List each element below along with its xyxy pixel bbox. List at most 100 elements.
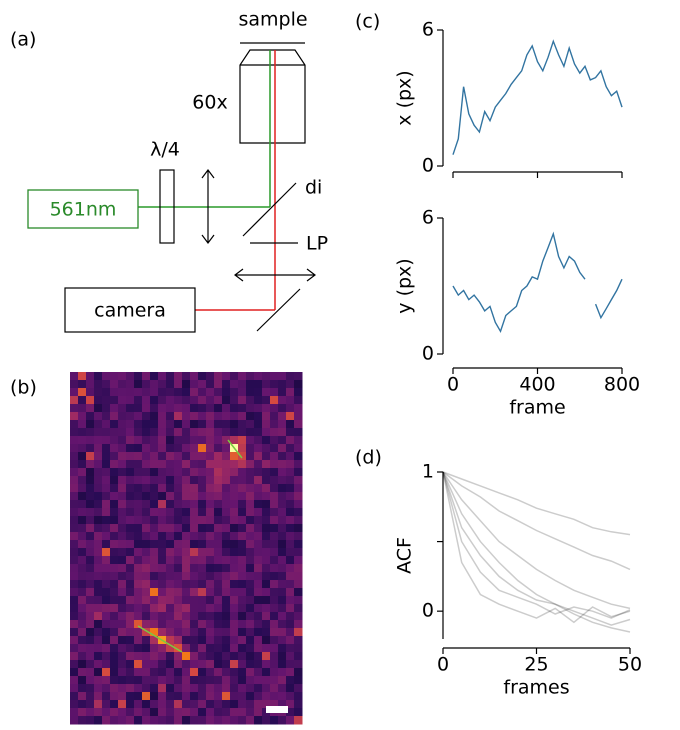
image-pixel [222,628,231,637]
image-pixel [254,404,263,413]
image-pixel [214,468,223,477]
image-pixel [214,612,223,621]
image-pixel [278,460,287,469]
image-pixel [126,596,135,605]
image-pixel [182,404,191,413]
image-pixel [214,420,223,429]
image-pixel [118,596,127,605]
image-pixel [198,388,207,397]
image-pixel [214,412,223,421]
image-pixel [190,412,199,421]
image-pixel [230,532,239,541]
image-pixel [254,596,263,605]
image-pixel [126,604,135,613]
image-pixel [174,388,183,397]
image-pixel [134,412,143,421]
image-pixel [270,476,279,485]
image-pixel [262,604,271,613]
image-pixel [190,652,199,661]
image-pixel [142,508,151,517]
image-pixel [214,572,223,581]
image-pixel [238,596,247,605]
image-pixel [142,644,151,653]
image-pixel [182,444,191,453]
image-pixel [142,620,151,629]
image-pixel [94,692,103,701]
image-pixel [246,716,255,725]
image-pixel [134,580,143,589]
image-pixel [214,492,223,501]
image-pixel [102,604,111,613]
image-pixel [174,516,183,525]
image-pixel [262,620,271,629]
image-pixel [158,372,167,381]
image-pixel [270,508,279,517]
image-pixel [190,372,199,381]
image-pixel [286,660,295,669]
image-pixel [214,452,223,461]
image-pixel [134,420,143,429]
image-pixel [118,572,127,581]
image-pixel [246,436,255,445]
image-pixel [238,692,247,701]
image-pixel [246,404,255,413]
image-pixel [118,428,127,437]
image-pixel [150,508,159,517]
image-pixel [158,500,167,509]
image-pixel [262,660,271,669]
image-pixel [206,644,215,653]
image-pixel [126,716,135,725]
image-pixel [174,492,183,501]
image-pixel [134,716,143,725]
image-pixel [206,692,215,701]
image-pixel [78,676,87,685]
image-pixel [110,612,119,621]
image-pixel [118,676,127,685]
image-pixel [158,652,167,661]
image-pixel [70,468,79,477]
image-pixel [238,404,247,413]
image-pixel [86,460,95,469]
image-pixel [222,676,231,685]
image-pixel [94,580,103,589]
image-pixel [110,628,119,637]
image-pixel [278,652,287,661]
image-pixel [254,628,263,637]
image-pixel [94,716,103,725]
image-pixel [70,428,79,437]
image-pixel [222,396,231,405]
image-pixel [142,540,151,549]
image-pixel [134,500,143,509]
image-pixel [166,644,175,653]
x-tick-label: 0 [437,654,449,676]
image-pixel [102,380,111,389]
image-pixel [222,588,231,597]
image-pixel [102,580,111,589]
image-pixel [238,492,247,501]
image-pixel [142,572,151,581]
image-pixel [206,708,215,717]
image-pixel [86,500,95,509]
image-pixel [246,676,255,685]
image-pixel [86,676,95,685]
image-pixel [118,564,127,573]
image-pixel [214,708,223,717]
image-pixel [262,452,271,461]
image-pixel [70,708,79,717]
image-pixel [206,396,215,405]
image-pixel [270,580,279,589]
image-pixel [70,500,79,509]
image-pixel [70,436,79,445]
image-pixel [158,420,167,429]
image-pixel [182,396,191,405]
image-pixel [214,604,223,613]
image-pixel [246,564,255,573]
image-pixel [70,604,79,613]
image-pixel [142,524,151,533]
image-pixel [270,564,279,573]
image-pixel [198,556,207,565]
image-pixel [86,388,95,397]
image-pixel [94,468,103,477]
image-pixel [246,508,255,517]
image-pixel [198,420,207,429]
